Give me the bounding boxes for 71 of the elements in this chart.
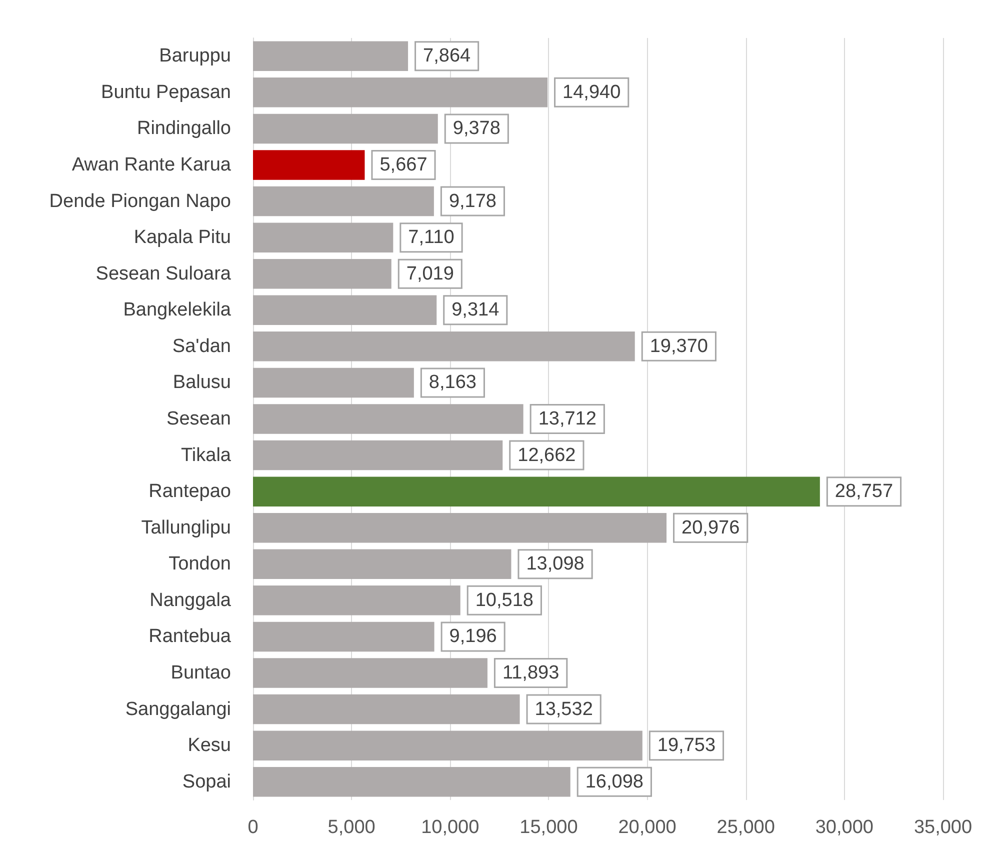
x-tick-label: 20,000 xyxy=(618,817,676,838)
data-label: 9,196 xyxy=(449,626,497,648)
bar xyxy=(253,622,434,652)
data-label: 9,314 xyxy=(452,300,500,321)
data-label: 9,378 xyxy=(452,118,500,140)
y-tick-label: Sesean Suloara xyxy=(96,263,232,284)
x-tick-label: 15,000 xyxy=(520,817,578,838)
bar xyxy=(253,404,524,434)
bar xyxy=(253,476,820,506)
data-label: 5,667 xyxy=(380,154,428,176)
y-tick-label: Tallunglipu xyxy=(141,517,231,538)
y-tick-label: Sa'dan xyxy=(172,336,231,357)
data-label: 16,098 xyxy=(585,771,644,792)
bar xyxy=(253,41,408,72)
data-label: 13,532 xyxy=(534,698,593,720)
data-label: 28,757 xyxy=(834,481,894,502)
bar xyxy=(253,368,414,398)
x-tick-label: 10,000 xyxy=(421,817,480,838)
bar xyxy=(253,549,512,580)
bar xyxy=(253,295,437,326)
data-label: 8,163 xyxy=(428,372,476,394)
y-tick-label: Sanggalangi xyxy=(125,698,231,720)
y-tick-label: Sopai xyxy=(182,771,231,792)
data-label: 7,019 xyxy=(406,263,454,284)
bar xyxy=(253,694,520,724)
x-tick-label: 25,000 xyxy=(716,817,775,838)
data-label: 20,976 xyxy=(682,517,740,538)
data-label: 9,178 xyxy=(448,190,496,212)
x-tick-label: 35,000 xyxy=(914,817,972,838)
data-label: 13,098 xyxy=(526,554,584,575)
y-tick-label: Sesean xyxy=(166,408,231,430)
y-tick-label: Buntao xyxy=(170,662,231,684)
y-tick-label: Awan Rante Karua xyxy=(72,154,232,176)
data-label: 19,370 xyxy=(650,336,708,357)
y-tick-label: Baruppu xyxy=(159,46,231,67)
data-label: 7,864 xyxy=(423,46,472,67)
y-tick-label: Rantebua xyxy=(148,626,232,648)
y-tick-label: Kapala Pitu xyxy=(134,227,231,248)
bar xyxy=(253,440,503,470)
bar xyxy=(253,114,438,144)
x-tick-label: 30,000 xyxy=(815,817,874,838)
y-tick-label: Tikala xyxy=(181,444,232,466)
y-tick-label: Nanggala xyxy=(150,590,232,611)
bar xyxy=(253,186,434,216)
bar xyxy=(253,586,460,616)
bar xyxy=(253,150,365,180)
data-label: 7,110 xyxy=(408,227,454,248)
data-label: 10,518 xyxy=(475,590,534,611)
y-tick-label: Balusu xyxy=(172,372,231,394)
bar xyxy=(253,512,667,543)
data-label: 14,940 xyxy=(562,82,621,103)
x-tick-label: 0 xyxy=(248,817,258,838)
bar xyxy=(253,766,570,797)
y-tick-label: Buntu Pepasan xyxy=(101,82,231,103)
y-tick-label: Bangkelekila xyxy=(123,300,232,321)
bar xyxy=(253,730,642,760)
y-tick-label: Rindingallo xyxy=(136,118,231,140)
x-tick-label: 5,000 xyxy=(328,817,376,838)
bar xyxy=(253,332,635,362)
y-tick-label: Rantepao xyxy=(148,481,231,502)
bar xyxy=(253,78,548,108)
y-tick-label: Kesu xyxy=(188,735,231,756)
data-label: 19,753 xyxy=(657,735,716,756)
y-tick-label: Dende Piongan Napo xyxy=(49,190,231,212)
data-label: 13,712 xyxy=(538,408,596,430)
bar xyxy=(253,658,488,688)
data-label: 12,662 xyxy=(518,444,576,466)
bar xyxy=(253,258,392,289)
y-tick-label: Tondon xyxy=(168,554,231,575)
bar xyxy=(253,222,394,252)
data-label: 11,893 xyxy=(502,662,560,684)
